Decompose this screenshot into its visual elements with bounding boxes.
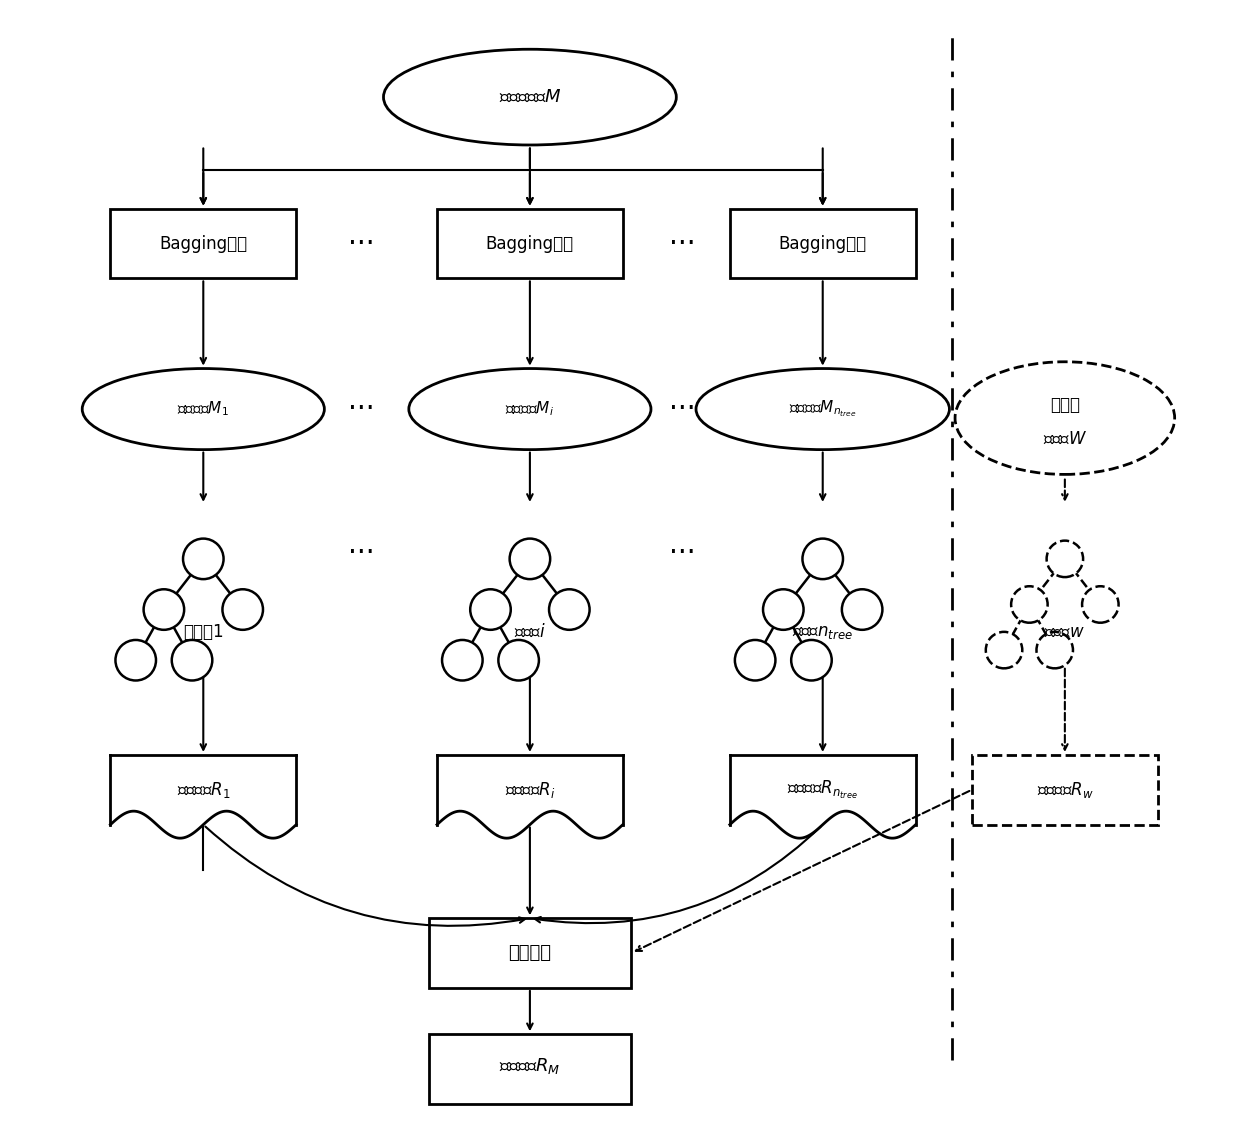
- FancyBboxPatch shape: [972, 755, 1158, 824]
- Text: ···: ···: [668, 395, 696, 423]
- FancyBboxPatch shape: [730, 209, 915, 279]
- Text: 决策树$w$: 决策树$w$: [1044, 623, 1085, 641]
- Text: 分类结果$R_1$: 分类结果$R_1$: [176, 780, 231, 799]
- Circle shape: [144, 589, 185, 630]
- Text: 预测结果$R_M$: 预测结果$R_M$: [500, 1056, 560, 1076]
- Text: 分类结果$R_w$: 分类结果$R_w$: [1037, 780, 1094, 799]
- Circle shape: [802, 539, 843, 579]
- Circle shape: [172, 640, 212, 681]
- Text: ···: ···: [668, 540, 696, 567]
- Text: 决策树1: 决策树1: [184, 623, 223, 641]
- Text: ···: ···: [668, 229, 696, 257]
- Text: Bagging采样: Bagging采样: [486, 235, 574, 253]
- Text: 分类结果$R_{n_{tree}}$: 分类结果$R_{n_{tree}}$: [787, 779, 858, 800]
- Ellipse shape: [409, 368, 651, 449]
- Circle shape: [115, 640, 156, 681]
- Circle shape: [498, 640, 539, 681]
- Text: ···: ···: [347, 229, 374, 257]
- Circle shape: [184, 539, 223, 579]
- Text: 决策树$i$: 决策树$i$: [515, 623, 546, 641]
- Text: Bagging采样: Bagging采样: [779, 235, 867, 253]
- Ellipse shape: [696, 368, 950, 449]
- Ellipse shape: [82, 368, 325, 449]
- Text: 新故障: 新故障: [1050, 395, 1080, 413]
- FancyBboxPatch shape: [110, 209, 296, 279]
- Ellipse shape: [955, 361, 1174, 474]
- Circle shape: [1011, 586, 1048, 623]
- Text: ···: ···: [347, 540, 374, 567]
- Text: Bagging采样: Bagging采样: [159, 235, 247, 253]
- Circle shape: [1037, 632, 1073, 668]
- Circle shape: [1083, 586, 1118, 623]
- Ellipse shape: [383, 50, 676, 145]
- Circle shape: [441, 640, 482, 681]
- Circle shape: [1047, 541, 1083, 577]
- FancyBboxPatch shape: [429, 918, 631, 988]
- Circle shape: [791, 640, 832, 681]
- Text: 分类结果$R_i$: 分类结果$R_i$: [505, 780, 556, 799]
- Text: 样本子集$M_1$: 样本子集$M_1$: [177, 400, 229, 419]
- Text: 样本子集$M_{n_{tree}}$: 样本子集$M_{n_{tree}}$: [789, 399, 857, 419]
- Text: 组合投票: 组合投票: [508, 944, 552, 962]
- Circle shape: [735, 640, 775, 681]
- Circle shape: [842, 589, 883, 630]
- Text: 决策树$n_{tree}$: 决策树$n_{tree}$: [792, 623, 853, 641]
- Circle shape: [549, 589, 589, 630]
- Circle shape: [986, 632, 1022, 668]
- FancyBboxPatch shape: [436, 209, 622, 279]
- Text: 训练样本集$M$: 训练样本集$M$: [498, 88, 562, 106]
- Text: 样本子集$M_i$: 样本子集$M_i$: [506, 400, 554, 419]
- Text: 样本集$W$: 样本集$W$: [1043, 429, 1087, 447]
- FancyBboxPatch shape: [429, 1034, 631, 1104]
- Circle shape: [222, 589, 263, 630]
- Circle shape: [470, 589, 511, 630]
- Circle shape: [510, 539, 551, 579]
- Text: ···: ···: [347, 395, 374, 423]
- Circle shape: [763, 589, 804, 630]
